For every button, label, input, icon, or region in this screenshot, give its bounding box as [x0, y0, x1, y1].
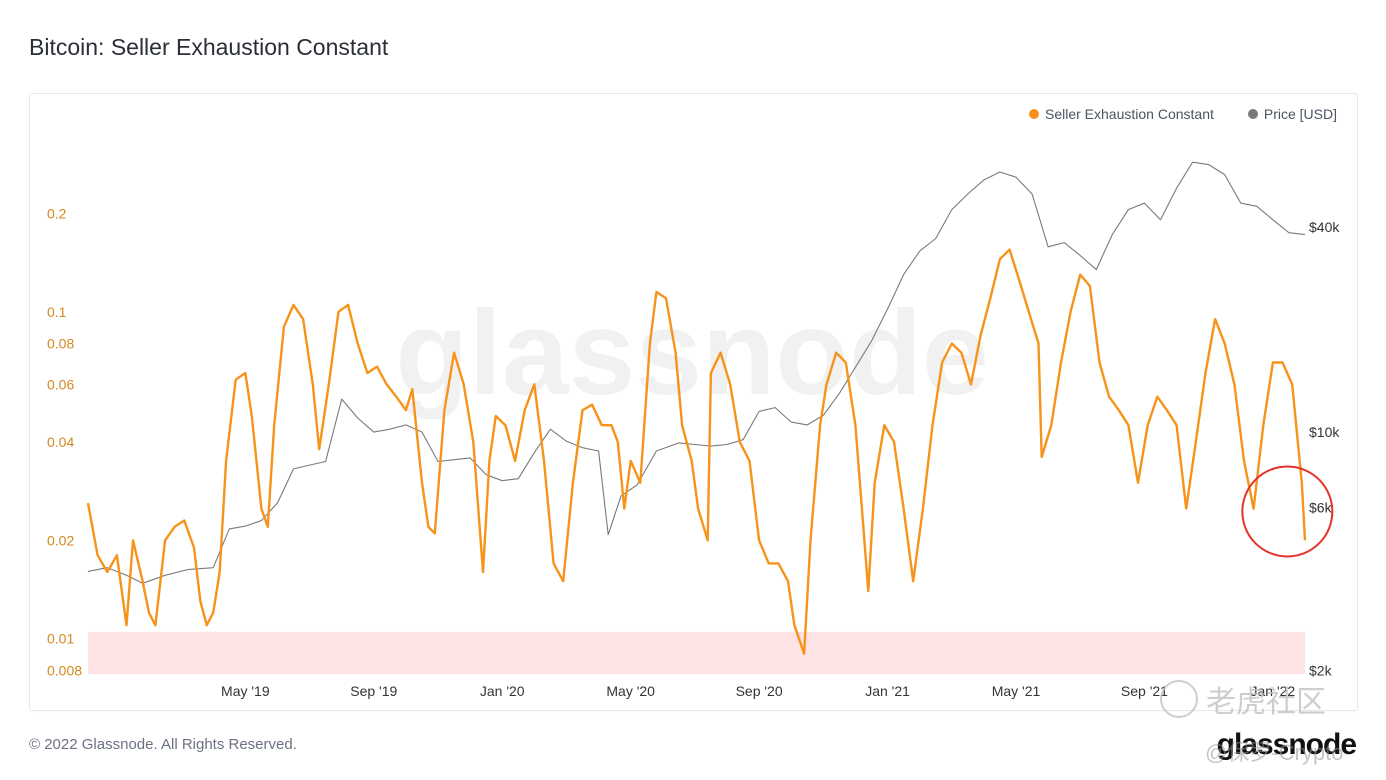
legend-item-sec[interactable]: Seller Exhaustion Constant: [1029, 106, 1214, 122]
watermark-text: 老虎社区: [1206, 686, 1326, 719]
left-axis-tick-label: 0.02: [47, 532, 74, 548]
x-axis-ticks: May '19 Sep '19 Jan '20 May '20 Sep '20 Jan '…: [221, 683, 1295, 699]
watermark-logo-icon: [1160, 680, 1198, 718]
left-axis-tick-label: 0.08: [47, 336, 74, 352]
brand-logo: glassnode: [1216, 728, 1357, 761]
legend-item-price[interactable]: Price [USD]: [1247, 106, 1337, 122]
left-axis-tick-label: 0.01: [47, 631, 74, 647]
legend-label: Price [USD]: [1263, 106, 1337, 122]
right-axis-tick-label: $2k: [1309, 662, 1333, 678]
author-handle: @保罗-Crypto: [1205, 740, 1344, 765]
x-axis-tick-label: Jan '21: [865, 683, 910, 699]
right-axis-tick-label: $6k: [1309, 500, 1333, 516]
chart-watermark: glassnode: [395, 286, 989, 420]
price-series-line: [87, 161, 1306, 584]
x-axis-tick-label: Sep '19: [350, 683, 397, 699]
chart-legend: Seller Exhaustion Constant Price [USD]: [1029, 106, 1337, 122]
chart-plot: glassnode 0.2 0.1 0.08 0.06 0.04 0.02 0.01 0.00…: [47, 161, 1340, 699]
community-watermark: 老虎社区: [1160, 677, 1326, 721]
legend-dot-icon: [1029, 109, 1039, 119]
x-axis-tick-label: May '21: [992, 683, 1041, 699]
left-axis-tick-label: 0.1: [47, 304, 67, 320]
series-lines: [86, 161, 1307, 655]
right-axis-tick-label: $10k: [1309, 424, 1340, 440]
right-axis-ticks: $40k $10k $6k $2k: [1309, 219, 1340, 678]
left-axis-tick-label: 0.06: [47, 376, 74, 392]
copyright-text: © 2022 Glassnode. All Rights Reserved.: [29, 736, 297, 753]
x-axis-tick-label: Jan '22: [1251, 683, 1296, 699]
left-axis-tick-label: 0.2: [47, 205, 67, 221]
annotation-layer: [1241, 465, 1334, 558]
left-axis-tick-label: 0.04: [47, 434, 74, 450]
x-axis-tick-label: May '19: [221, 683, 270, 699]
legend-label: Seller Exhaustion Constant: [1045, 106, 1214, 122]
page-title: Bitcoin: Seller Exhaustion Constant: [29, 34, 389, 60]
right-axis-tick-label: $40k: [1309, 219, 1340, 235]
x-axis-tick-label: Sep '21: [1121, 683, 1168, 699]
highlight-circle: [1241, 465, 1334, 558]
low-zone-band: [88, 631, 1305, 674]
left-axis-tick-label: 0.008: [47, 662, 82, 678]
chart-card: Seller Exhaustion Constant Price [USD] g…: [29, 93, 1358, 711]
x-axis-tick-label: Jan '20: [480, 683, 525, 699]
highlight-band-layer: [88, 631, 1305, 674]
x-axis-tick-label: May '20: [606, 683, 655, 699]
sec-series-line: [86, 248, 1307, 655]
x-axis-tick-label: Sep '20: [736, 683, 783, 699]
left-axis-ticks: 0.2 0.1 0.08 0.06 0.04 0.02 0.01 0.008: [47, 205, 82, 678]
legend-dot-icon: [1247, 109, 1258, 119]
